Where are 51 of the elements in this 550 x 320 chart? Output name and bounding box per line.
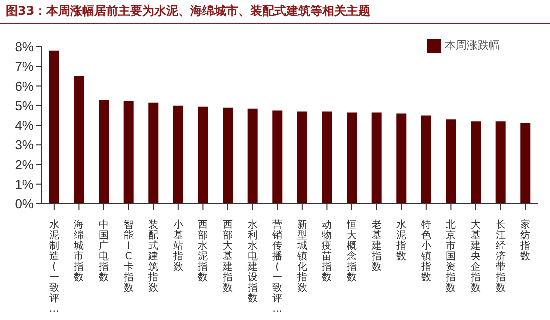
x-tick-label: 装配式建筑指数 xyxy=(148,219,159,294)
bar xyxy=(124,100,134,204)
x-tick-label: 海绵城市指数 xyxy=(73,219,84,284)
category-label: 水泥制造(一致评… xyxy=(49,220,60,315)
x-tick-label: 大基建央企指数 xyxy=(470,219,481,294)
bar xyxy=(297,112,308,204)
bar xyxy=(272,110,283,204)
bar xyxy=(74,76,84,204)
x-tick-label: 水利水电建设指数 xyxy=(246,219,258,304)
y-tick-label: 4% xyxy=(15,118,34,134)
bar xyxy=(396,114,407,204)
category-label: 营销传播(一致评… xyxy=(272,220,283,315)
chart-title: 图33：本周涨幅居前主要为水泥、海绵城市、装配式建筑等相关主题 xyxy=(0,0,550,24)
bar xyxy=(148,102,159,204)
x-tick-label: 新型城镇化指数 xyxy=(296,219,308,294)
x-tick-label: 西部大基建指数 xyxy=(222,220,233,294)
x-tick-label: 智能IC卡指数 xyxy=(122,219,134,294)
x-tick-label: 小基站指数 xyxy=(172,219,184,273)
bar xyxy=(49,50,60,204)
y-tick-label: 3% xyxy=(15,138,34,153)
x-tick-label: 家纺指数 xyxy=(520,219,531,262)
y-tick-label: 1% xyxy=(15,176,34,192)
y-tick-label: 8% xyxy=(15,40,34,55)
legend-label: 本周涨跌幅 xyxy=(445,39,500,52)
y-tick-label: 0% xyxy=(15,196,34,212)
bar xyxy=(446,120,456,204)
x-tick-label: 特色小镇指数 xyxy=(420,219,432,284)
bar xyxy=(99,100,110,204)
x-tick-label: 西部水泥指数 xyxy=(197,220,208,284)
bar xyxy=(347,112,358,204)
x-tick-label: 北京市国资指数 xyxy=(445,219,456,294)
x-tick-label: 恒大概念指数 xyxy=(346,219,357,284)
y-tick-label: 6% xyxy=(15,78,34,94)
y-tick-label: 5% xyxy=(15,98,34,114)
x-tick-label: 中国广电指数 xyxy=(98,219,109,284)
bar xyxy=(173,106,184,204)
x-tick-label: 长江经济带指数 xyxy=(494,219,506,294)
bar xyxy=(520,124,531,204)
bar xyxy=(223,108,234,204)
y-tick-label: 7% xyxy=(15,59,34,74)
bar xyxy=(496,122,506,204)
bar xyxy=(471,122,482,204)
bar xyxy=(421,116,432,204)
y-tick-label: 2% xyxy=(15,157,34,172)
bar xyxy=(372,112,382,204)
bar xyxy=(248,108,258,204)
x-tick-label: 水泥指数 xyxy=(396,219,407,262)
bar xyxy=(322,112,332,204)
x-tick-label: 老基建指数 xyxy=(370,219,382,273)
bar xyxy=(198,106,208,204)
x-tick-label: 动物疫苗指数 xyxy=(321,220,332,284)
